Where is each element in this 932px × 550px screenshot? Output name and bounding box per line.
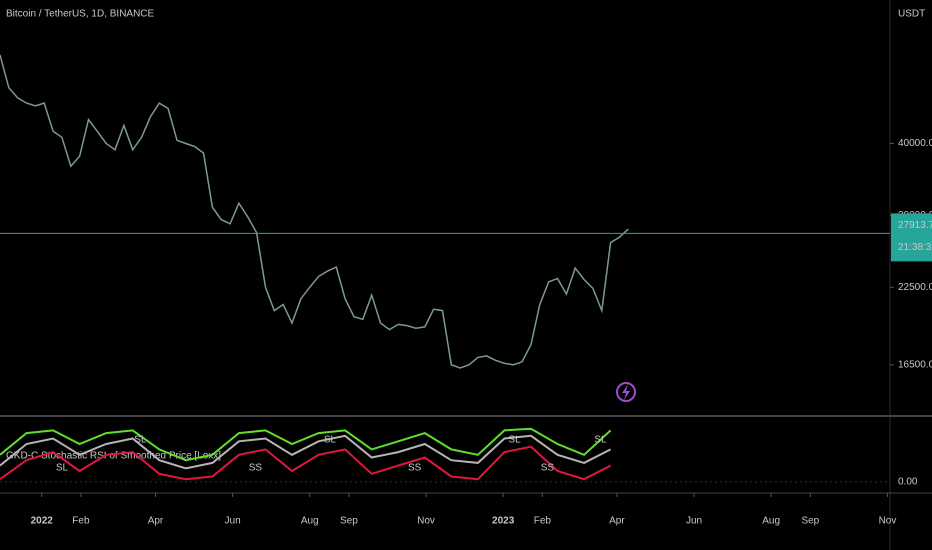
x-tick-label: 2023 — [492, 516, 515, 527]
x-tick-label: Apr — [148, 516, 164, 527]
indicator-title: GKD-C Stochastic RSI of Smoothed Price [… — [6, 451, 221, 462]
x-tick-label: Sep — [340, 516, 358, 527]
signal-label: SL — [594, 435, 607, 446]
price-line — [0, 54, 629, 369]
signal-label: SS — [408, 463, 422, 474]
x-tick-label: Jun — [686, 516, 702, 527]
y-tick-label: 22500.00 — [898, 282, 932, 293]
signal-label: SS — [249, 463, 263, 474]
currency-label: USDT — [898, 9, 925, 20]
x-tick-label: Feb — [72, 516, 90, 527]
signal-label: SL — [134, 435, 147, 446]
symbol-title: Bitcoin / TetherUS, 1D, BINANCE — [6, 9, 155, 20]
x-tick-label: Sep — [801, 516, 819, 527]
signal-label: SL — [324, 435, 337, 446]
countdown-label: 21:38:35 — [898, 242, 932, 253]
indicator-line — [0, 427, 612, 462]
last-price-box — [891, 213, 932, 262]
last-price-label: 27913.79 — [898, 220, 932, 231]
signal-label: SL — [508, 435, 521, 446]
x-tick-label: Aug — [301, 516, 319, 527]
y-tick-label: 16500.00 — [898, 359, 932, 370]
bolt-icon — [616, 382, 636, 402]
signal-label: SS — [541, 463, 555, 474]
y-tick-label: 40000.00 — [898, 138, 932, 149]
x-tick-label: Jun — [225, 516, 241, 527]
signal-label: SL — [56, 463, 69, 474]
y-tick-label: 0.00 — [898, 477, 918, 488]
x-tick-label: Nov — [417, 516, 435, 527]
indicator-line — [0, 434, 612, 470]
x-tick-label: Nov — [879, 516, 897, 527]
x-tick-label: Aug — [762, 516, 780, 527]
x-tick-label: Feb — [534, 516, 552, 527]
x-tick-label: 2022 — [31, 516, 54, 527]
x-tick-label: Apr — [609, 516, 625, 527]
indicator-line — [0, 445, 612, 481]
